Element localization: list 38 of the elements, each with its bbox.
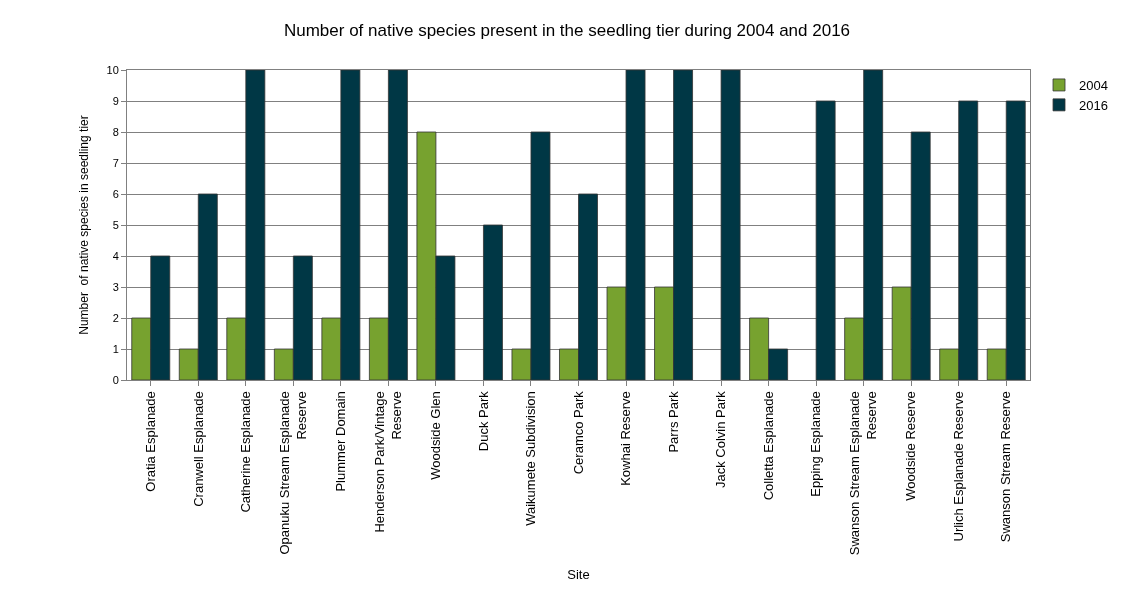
legend-label: 2016 bbox=[1079, 97, 1108, 113]
x-tick-label: Opanuku Stream Esplanade Reserve bbox=[277, 391, 310, 555]
x-tick-label: Ceramco Park bbox=[570, 390, 586, 475]
y-tick-label: 8 bbox=[112, 125, 119, 138]
x-tick-label: Henderson Park/Vintage Reserve bbox=[372, 391, 405, 533]
x-tick-label: Woodside Glen bbox=[428, 391, 444, 480]
chart-title: Number of native species present in the seedling tier during 2004 and 2016 bbox=[283, 20, 851, 40]
y-tick-label: 10 bbox=[106, 63, 119, 76]
y-tick-label: 5 bbox=[112, 218, 119, 231]
x-tick-label: Kowhai Reserve bbox=[618, 391, 634, 486]
x-tick-label: Swanson Stream Reserve bbox=[998, 391, 1014, 543]
x-tick-label: Epping Esplanade bbox=[808, 391, 824, 497]
x-tick-label: Plummer Domain bbox=[333, 391, 349, 492]
x-tick-label: Cranwell Esplanade bbox=[190, 391, 206, 507]
x-tick-label: Urlich Esplanade Reserve bbox=[950, 391, 966, 542]
x-tick-label: Woodside Reserve bbox=[903, 391, 919, 501]
y-tick-label: 6 bbox=[112, 187, 119, 200]
x-tick-label: Parrs Park bbox=[665, 390, 681, 453]
x-tick-label: Colletta Esplanade bbox=[760, 391, 776, 501]
legend-label: 2004 bbox=[1079, 78, 1108, 94]
x-axis-title: Site bbox=[567, 566, 590, 582]
y-tick-label: 7 bbox=[112, 156, 119, 169]
x-tick-label: Swanson Stream Esplanade Reserve bbox=[847, 391, 880, 556]
x-tick-label: Waikumete Subdivision bbox=[523, 391, 539, 526]
y-tick-label: 0 bbox=[112, 373, 119, 386]
y-tick-label: 3 bbox=[112, 280, 119, 293]
y-tick-label: 1 bbox=[112, 342, 119, 355]
y-tick-label: 4 bbox=[112, 249, 119, 262]
bar bbox=[815, 100, 836, 380]
x-tick-label: Duck Park bbox=[475, 390, 491, 452]
bar bbox=[720, 70, 741, 380]
x-tick-label: Jack Colvin Park bbox=[713, 390, 729, 489]
y-axis-title: Number of native species in seedling tier bbox=[76, 115, 91, 335]
bar bbox=[483, 224, 503, 380]
x-tick-label: Catherine Esplanade bbox=[238, 391, 254, 513]
y-tick-label: 2 bbox=[112, 311, 119, 324]
y-tick-label: 9 bbox=[112, 94, 119, 107]
x-tick-label: Oratia Esplanade bbox=[142, 391, 158, 492]
